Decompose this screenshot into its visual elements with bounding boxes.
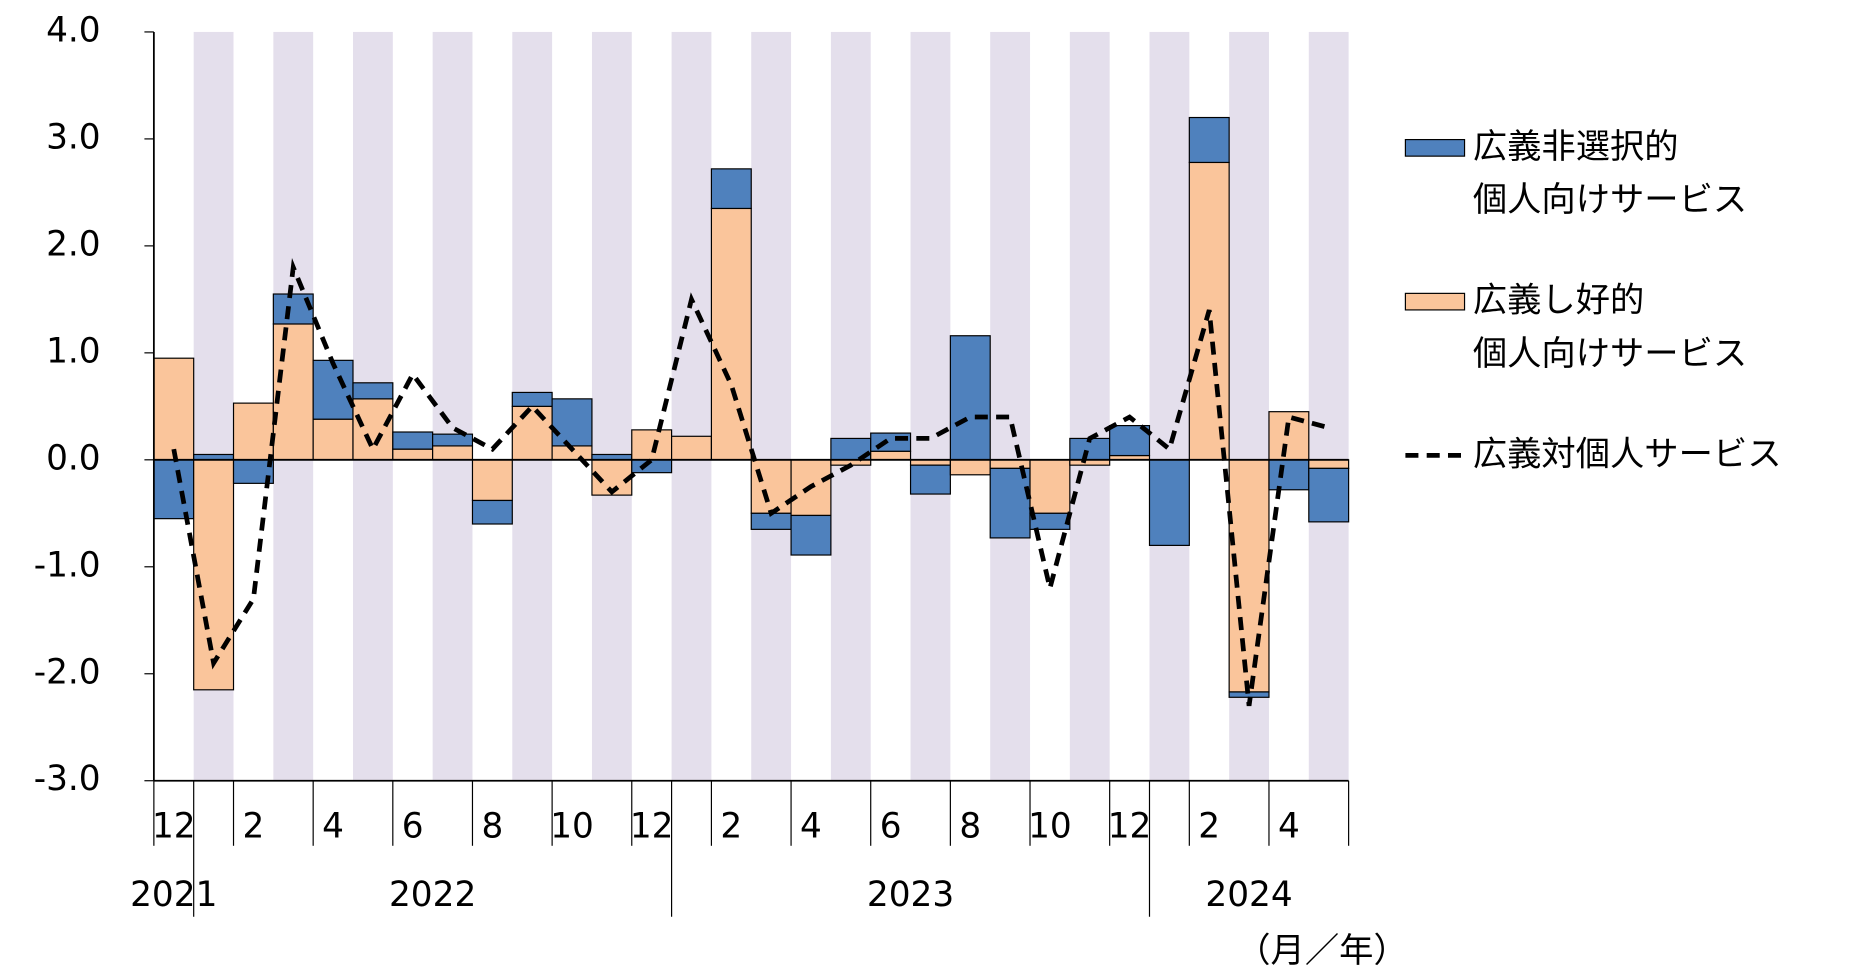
x-tick-label: 12 xyxy=(630,807,674,847)
legend-label: 広義非選択的個人向けサービス xyxy=(1473,126,1747,219)
y-tick-label: -2.0 xyxy=(34,652,101,692)
legend-swatch xyxy=(1404,292,1466,311)
x-tick-label: 2 xyxy=(1198,807,1220,847)
bar xyxy=(471,459,513,502)
legend-item: 広義対個人サービス xyxy=(1405,434,1782,474)
bar xyxy=(1308,467,1350,523)
bar xyxy=(1188,116,1230,164)
year-label: 2022 xyxy=(389,875,476,915)
bar xyxy=(989,467,1031,539)
x-tick-label: 8 xyxy=(959,807,981,847)
shade-band xyxy=(990,31,1031,781)
bar xyxy=(870,432,912,452)
bar xyxy=(352,382,394,400)
x-tick-label: 8 xyxy=(481,807,503,847)
bar xyxy=(312,418,354,461)
shade-band xyxy=(830,31,871,781)
x-tick-label: 12 xyxy=(152,807,196,847)
bar xyxy=(1148,459,1190,546)
bar xyxy=(949,459,991,476)
x-tick-label: 4 xyxy=(1278,807,1300,847)
y-tick-label: 3.0 xyxy=(46,117,101,157)
x-tick-label: 6 xyxy=(402,807,424,847)
x-tick-label: 6 xyxy=(880,807,902,847)
x-tick-label: 4 xyxy=(322,807,344,847)
legend-item: 広義し好的個人向けサービス xyxy=(1404,280,1747,373)
y-tick-label: -1.0 xyxy=(34,545,101,585)
bar xyxy=(631,429,673,461)
year-label: 2021 xyxy=(130,875,217,915)
bar xyxy=(949,335,991,461)
bar xyxy=(432,445,474,461)
bar xyxy=(1308,459,1350,469)
bar xyxy=(511,391,553,407)
shade-band xyxy=(1069,31,1110,781)
legend-label: 広義し好的個人向けサービス xyxy=(1473,280,1747,373)
bar xyxy=(432,433,474,447)
bar xyxy=(1029,512,1071,530)
bar xyxy=(193,459,235,691)
x-tick-label: 4 xyxy=(800,807,822,847)
x-tick-label: 10 xyxy=(1028,807,1072,847)
shade-band xyxy=(432,31,473,781)
bar xyxy=(790,514,832,556)
y-tick-label: 4.0 xyxy=(46,10,101,50)
bar xyxy=(1268,459,1310,491)
shade-band xyxy=(1308,31,1349,781)
x-tick-label: 2 xyxy=(720,807,742,847)
legend-swatch xyxy=(1404,138,1466,157)
bar xyxy=(352,398,394,461)
bar xyxy=(153,357,195,461)
x-tick-label: 10 xyxy=(550,807,594,847)
legend-item: 広義非選択的個人向けサービス xyxy=(1404,126,1747,220)
legend-label: 広義対個人サービス xyxy=(1473,434,1782,474)
line xyxy=(171,258,1330,707)
shade-band xyxy=(910,31,951,781)
y-tick-label: 2.0 xyxy=(46,224,101,264)
bar xyxy=(710,168,752,210)
bar xyxy=(153,459,195,520)
bar xyxy=(671,435,713,461)
shade-band xyxy=(671,31,712,781)
shade-band xyxy=(751,31,792,781)
bar xyxy=(710,207,752,461)
bar xyxy=(471,499,513,525)
bar xyxy=(392,431,434,450)
bar xyxy=(392,448,434,461)
y-tick-label: -3.0 xyxy=(34,759,101,799)
bar xyxy=(870,450,912,461)
year-label: 2024 xyxy=(1205,875,1292,915)
bar xyxy=(511,405,553,461)
y-tick-label: 0.0 xyxy=(46,438,101,478)
bar xyxy=(551,398,593,447)
bar xyxy=(312,359,354,420)
year-label: 2023 xyxy=(867,875,954,915)
x-tick-label: 2 xyxy=(243,807,265,847)
bar xyxy=(232,402,274,461)
x-unit: （月／年） xyxy=(1236,931,1408,970)
shade-band xyxy=(1149,31,1190,781)
bar xyxy=(750,459,792,514)
bar xyxy=(909,464,951,495)
shade-band xyxy=(591,31,632,781)
x-tick-label: 12 xyxy=(1108,807,1152,847)
bar xyxy=(1029,459,1071,514)
y-tick-label: 1.0 xyxy=(46,331,101,371)
